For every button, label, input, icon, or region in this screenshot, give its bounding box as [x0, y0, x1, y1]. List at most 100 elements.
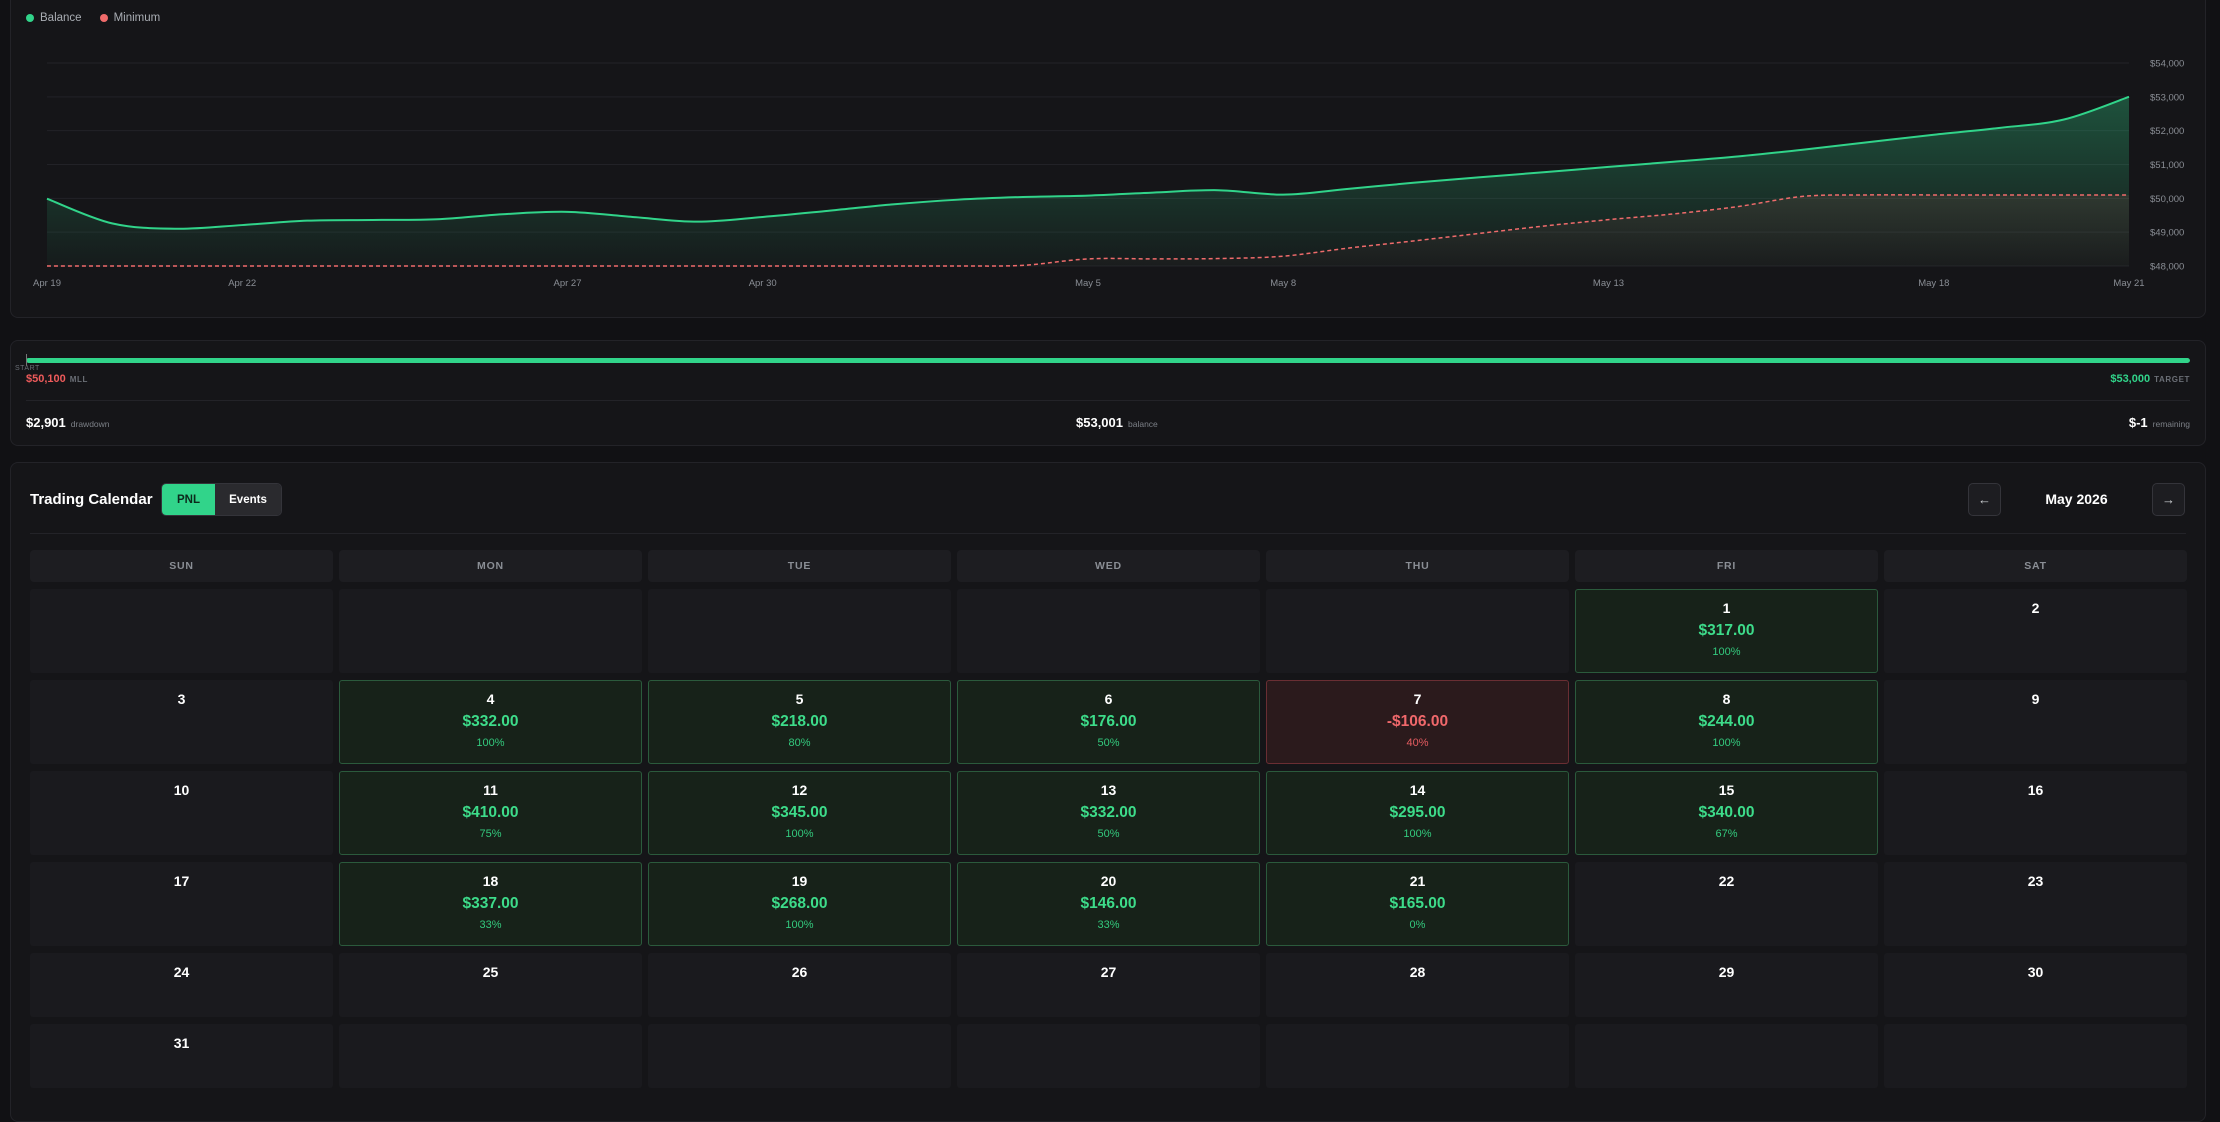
calendar-day-25[interactable]: 25: [339, 953, 642, 1017]
day-number: 6: [1104, 691, 1113, 707]
pnl-toggle-button[interactable]: PNL: [162, 484, 215, 515]
day-number: 1: [1722, 600, 1731, 616]
calendar-empty-cell: [1884, 1024, 2187, 1088]
day-pnl: $332.00: [1080, 804, 1137, 821]
legend-label-balance: Balance: [40, 12, 82, 24]
calendar-day-28[interactable]: 28: [1266, 953, 1569, 1017]
calendar-day-11[interactable]: 11 $410.00 75%: [339, 771, 642, 855]
calendar-day-13[interactable]: 13 $332.00 50%: [957, 771, 1260, 855]
legend-dot-minimum: [99, 14, 108, 22]
calendar-empty-cell: [1575, 1024, 1878, 1088]
day-number: 24: [173, 964, 190, 980]
minimum-area: [47, 194, 2129, 267]
calendar-day-27[interactable]: 27: [957, 953, 1260, 1017]
calendar-day-4[interactable]: 4 $332.00 100%: [339, 680, 642, 764]
day-number: 7: [1413, 691, 1422, 707]
calendar-day-6[interactable]: 6 $176.00 50%: [957, 680, 1260, 764]
target-value: $53,000: [2110, 373, 2151, 385]
x-tick-label: May 13: [1593, 278, 1624, 289]
prev-month-button[interactable]: ←: [1968, 483, 2001, 516]
day-number: 19: [791, 873, 808, 889]
day-number: 16: [2027, 782, 2044, 798]
calendar-day-17[interactable]: 17: [30, 862, 333, 946]
account-progress-panel: START $50,100 MLL $53,000 TARGET $2,901 dra…: [10, 340, 2206, 446]
calendar-empty-cell: [648, 1024, 951, 1088]
mll-label: MLL: [69, 375, 89, 384]
day-number: 3: [177, 691, 186, 707]
calendar-day-20[interactable]: 20 $146.00 33%: [957, 862, 1260, 946]
day-number: 29: [1718, 964, 1735, 980]
day-pnl: $146.00: [1080, 895, 1137, 912]
remaining-value: $-1: [2128, 415, 2148, 430]
calendar-day-16[interactable]: 16: [1884, 771, 2187, 855]
weekday-header-thu: THU: [1266, 550, 1569, 582]
calendar-day-14[interactable]: 14 $295.00 100%: [1266, 771, 1569, 855]
calendar-day-12[interactable]: 12 $345.00 100%: [648, 771, 951, 855]
day-number: 27: [1100, 964, 1117, 980]
drawdown-value: $2,901: [26, 415, 66, 430]
legend-item-minimum[interactable]: Minimum: [99, 12, 161, 24]
calendar-day-18[interactable]: 18 $337.00 33%: [339, 862, 642, 946]
calendar-day-8[interactable]: 8 $244.00 100%: [1575, 680, 1878, 764]
calendar-empty-cell: [1266, 589, 1569, 673]
weekday-header-sun: SUN: [30, 550, 333, 582]
calendar-day-9[interactable]: 9: [1884, 680, 2187, 764]
day-win-rate: 33%: [479, 919, 502, 931]
day-number: 25: [482, 964, 499, 980]
calendar-day-10[interactable]: 10: [30, 771, 333, 855]
day-pnl: -$106.00: [1386, 713, 1449, 730]
calendar-day-21[interactable]: 21 $165.00 0%: [1266, 862, 1569, 946]
x-tick-label: May 21: [2113, 278, 2144, 289]
balance-value: $53,001: [1076, 415, 1123, 430]
calendar-day-30[interactable]: 30: [1884, 953, 2187, 1017]
calendar-title: Trading Calendar: [30, 491, 153, 508]
day-number: 17: [173, 873, 190, 889]
day-number: 22: [1718, 873, 1735, 889]
calendar-divider: [30, 533, 2186, 534]
calendar-day-1[interactable]: 1 $317.00 100%: [1575, 589, 1878, 673]
day-number: 30: [2027, 964, 2044, 980]
weekday-header-tue: TUE: [648, 550, 951, 582]
legend-item-balance[interactable]: Balance: [26, 12, 82, 24]
day-number: 20: [1100, 873, 1117, 889]
legend-label-minimum: Minimum: [113, 12, 161, 24]
calendar-day-5[interactable]: 5 $218.00 80%: [648, 680, 951, 764]
day-win-rate: 67%: [1715, 828, 1738, 840]
weekday-header-sat: SAT: [1884, 550, 2187, 582]
day-pnl: $332.00: [462, 713, 519, 730]
balance-stat: $53,001 balance: [1076, 415, 1158, 430]
day-pnl: $244.00: [1698, 713, 1755, 730]
next-month-button[interactable]: →: [2152, 483, 2185, 516]
y-tick-label: $51,000: [2150, 160, 2184, 171]
calendar-day-22[interactable]: 22: [1575, 862, 1878, 946]
calendar-day-3[interactable]: 3: [30, 680, 333, 764]
remaining-stat: $-1 remaining: [2129, 415, 2190, 430]
calendar-day-24[interactable]: 24: [30, 953, 333, 1017]
calendar-day-29[interactable]: 29: [1575, 953, 1878, 1017]
day-number: 13: [1100, 782, 1117, 798]
drawdown-stat: $2,901 drawdown: [26, 415, 110, 430]
calendar-day-26[interactable]: 26: [648, 953, 951, 1017]
month-label: May 2026: [2045, 491, 2108, 507]
day-win-rate: 50%: [1097, 737, 1120, 749]
calendar-day-19[interactable]: 19 $268.00 100%: [648, 862, 951, 946]
y-tick-label: $50,000: [2150, 194, 2184, 205]
calendar-day-2[interactable]: 2: [1884, 589, 2187, 673]
day-number: 28: [1409, 964, 1426, 980]
target-readout: $53,000 TARGET: [2110, 373, 2190, 385]
x-tick-label: Apr 22: [228, 278, 256, 289]
calendar-empty-cell: [30, 589, 333, 673]
x-tick-label: Apr 27: [554, 278, 582, 289]
calendar-day-31[interactable]: 31: [30, 1024, 333, 1088]
x-tick-label: May 8: [1270, 278, 1296, 289]
y-tick-label: $54,000: [2150, 59, 2184, 70]
day-win-rate: 80%: [788, 737, 811, 749]
calendar-day-23[interactable]: 23: [1884, 862, 2187, 946]
events-toggle-button[interactable]: Events: [215, 484, 281, 515]
calendar-day-7[interactable]: 7 -$106.00 40%: [1266, 680, 1569, 764]
calendar-day-15[interactable]: 15 $340.00 67%: [1575, 771, 1878, 855]
balance-chart-panel: $54,000 $53,000 $52,000 $51,000 $50,000 $49,0…: [10, 0, 2206, 318]
day-number: 31: [173, 1035, 190, 1051]
day-win-rate: 40%: [1406, 737, 1429, 749]
day-number: 23: [2027, 873, 2044, 889]
